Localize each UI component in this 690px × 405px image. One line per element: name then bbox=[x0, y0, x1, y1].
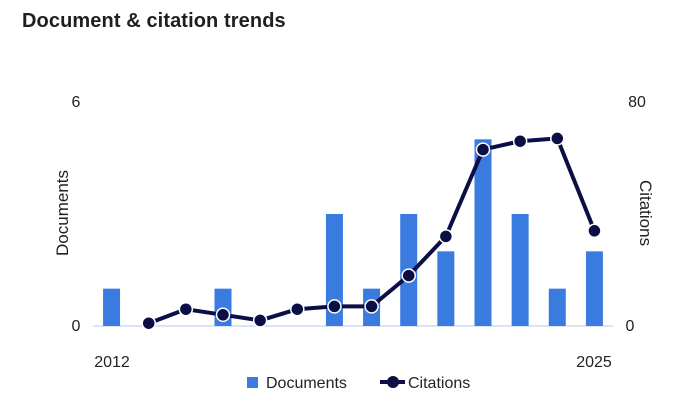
chart-title: Document & citation trends bbox=[22, 10, 286, 32]
citations-point-2016 bbox=[252, 313, 268, 328]
citations-point-2023 bbox=[512, 133, 528, 149]
citations-point-2013 bbox=[141, 315, 156, 331]
right-axis-tick-max: 80 bbox=[628, 94, 646, 111]
legend-documents-label: Documents bbox=[266, 375, 347, 392]
bars-group bbox=[103, 139, 603, 326]
x-axis-tick-first: 2012 bbox=[94, 354, 130, 371]
citations-point-2014 bbox=[178, 301, 194, 317]
legend: Documents Citations bbox=[247, 375, 470, 392]
citations-point-2019 bbox=[364, 299, 379, 314]
legend-citations-label: Citations bbox=[408, 375, 470, 392]
documents-bar-2021 bbox=[437, 251, 455, 326]
documents-bar-2023 bbox=[511, 214, 529, 326]
citations-point-2025 bbox=[587, 223, 602, 239]
citations-point-2017 bbox=[290, 301, 305, 317]
right-axis-tick-min: 0 bbox=[626, 318, 635, 335]
documents-bar-2022 bbox=[474, 139, 492, 326]
legend-documents-swatch bbox=[247, 377, 258, 388]
left-axis-tick-max: 6 bbox=[72, 94, 81, 111]
documents-bar-2025 bbox=[585, 251, 603, 326]
documents-bar-2018 bbox=[325, 214, 343, 326]
citations-point-2024 bbox=[550, 131, 565, 146]
documents-bar-2012 bbox=[103, 288, 121, 326]
left-axis-tick-min: 0 bbox=[72, 318, 81, 335]
right-axis-title: Citations bbox=[636, 180, 655, 246]
x-axis-tick-last: 2025 bbox=[576, 354, 612, 371]
citations-point-2021 bbox=[438, 229, 454, 244]
citations-point-2015 bbox=[215, 307, 231, 323]
citations-line-group bbox=[141, 131, 602, 331]
left-axis-title: Documents bbox=[53, 170, 72, 256]
citations-point-2020 bbox=[401, 268, 416, 283]
legend-citations-marker bbox=[387, 376, 399, 388]
citations-point-2018 bbox=[327, 299, 342, 314]
documents-bar-2024 bbox=[548, 288, 566, 326]
citations-point-2022 bbox=[475, 142, 491, 157]
